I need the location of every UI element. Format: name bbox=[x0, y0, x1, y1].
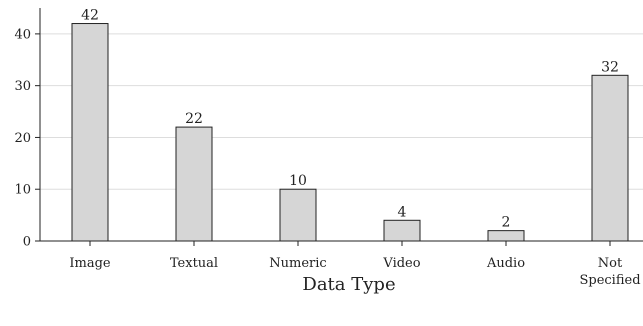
y-tick-label: 30 bbox=[14, 79, 31, 94]
bar bbox=[71, 23, 109, 242]
bar bbox=[175, 126, 213, 242]
x-tick-label: Video bbox=[382, 256, 420, 271]
data-label: 42 bbox=[81, 8, 99, 24]
axes: 0 10 20 30 40 Image Textual Numeric Video Audio No… bbox=[14, 8, 643, 288]
data-label: 22 bbox=[185, 111, 203, 127]
x-tick-label: Not Specified bbox=[579, 256, 640, 288]
data-label: 4 bbox=[398, 204, 407, 220]
y-tick-label: 10 bbox=[14, 183, 31, 198]
data-label: 2 bbox=[502, 215, 511, 231]
y-tick-label: 0 bbox=[23, 235, 31, 250]
x-tick-label: Image bbox=[69, 256, 111, 271]
grid-lines bbox=[40, 33, 643, 190]
data-label: 10 bbox=[289, 173, 307, 189]
bars bbox=[71, 23, 629, 242]
x-tick-label: Audio bbox=[486, 256, 525, 271]
bar bbox=[487, 230, 525, 242]
x-tick-label: Textual bbox=[170, 256, 218, 271]
y-tick-label: 20 bbox=[14, 131, 31, 146]
y-tick-label: 40 bbox=[14, 27, 31, 42]
bar bbox=[279, 188, 317, 242]
x-axis-title: Data Type bbox=[302, 274, 395, 295]
x-tick-label: Numeric bbox=[269, 256, 326, 271]
data-label: 32 bbox=[601, 59, 619, 75]
bar bbox=[591, 74, 629, 242]
bar bbox=[383, 219, 421, 242]
